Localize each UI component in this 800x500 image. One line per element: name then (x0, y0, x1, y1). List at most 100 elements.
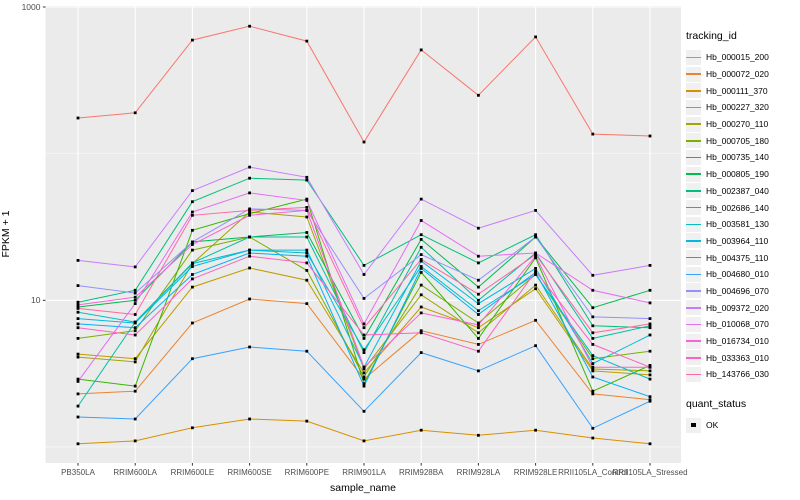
data-point (133, 417, 137, 421)
data-point (591, 354, 595, 357)
data-point (305, 39, 309, 43)
x-tick-label: PB350LA (61, 468, 95, 477)
data-point (648, 264, 652, 267)
data-point (477, 309, 480, 313)
data-point (591, 392, 595, 396)
legend-label: Hb_003964_110 (706, 235, 769, 246)
data-point (534, 256, 537, 260)
data-point (76, 380, 80, 383)
x-tick-label: RRIM600PE (284, 468, 330, 477)
data-point (534, 254, 537, 258)
point-square-icon (691, 422, 696, 428)
data-point (648, 398, 652, 402)
data-point (419, 253, 423, 256)
data-point (133, 313, 137, 316)
data-point (477, 343, 480, 346)
y-tick-label: 10 (31, 295, 41, 305)
data-point (191, 265, 194, 268)
data-point (362, 264, 366, 267)
legend-label: Hb_004680_010 (706, 269, 769, 280)
data-point (362, 382, 366, 386)
data-point (477, 369, 480, 373)
data-point (191, 273, 194, 276)
data-point (362, 140, 366, 144)
data-point (191, 321, 194, 325)
data-point (133, 291, 137, 295)
x-tick-label: RRIM928BA (398, 468, 444, 477)
data-point (191, 277, 194, 281)
legend-key (686, 250, 701, 266)
data-point (362, 348, 366, 352)
data-point (648, 442, 652, 446)
data-point (477, 433, 480, 437)
legend-key (686, 417, 701, 433)
data-point (477, 321, 480, 325)
legend-key (686, 99, 701, 115)
data-point (248, 254, 251, 258)
data-point (419, 265, 423, 268)
data-point (133, 360, 137, 364)
legend-key (686, 200, 701, 216)
data-point (477, 298, 480, 302)
data-point (648, 395, 652, 399)
legend-label: Hb_000705_180 (706, 135, 769, 146)
data-point (534, 273, 537, 276)
legend-item: Hb_004696_070 (686, 283, 798, 300)
legend-key (686, 283, 701, 299)
legend-item: Hb_000735_140 (686, 149, 798, 166)
data-point (248, 417, 251, 421)
line-swatch-icon (686, 240, 701, 242)
legend-label: Hb_002686_140 (706, 202, 769, 213)
legend-label: Hb_033363_010 (706, 352, 769, 363)
line-swatch-icon (686, 256, 701, 259)
legend-label: Hb_004375_110 (706, 252, 769, 263)
line-swatch-icon (686, 306, 701, 309)
x-tick-label: RRIM600LA (113, 468, 157, 477)
data-point (591, 369, 595, 373)
data-point (477, 261, 480, 265)
data-point (305, 235, 309, 239)
data-point (362, 384, 366, 388)
data-point (534, 318, 537, 322)
data-point (191, 262, 194, 265)
data-point (419, 259, 423, 263)
data-point (648, 288, 652, 292)
data-point (534, 235, 537, 239)
data-point (76, 326, 80, 330)
data-point (305, 199, 309, 202)
legend-key (686, 233, 701, 249)
data-point (534, 269, 537, 273)
legend-key (686, 49, 701, 65)
data-point (191, 228, 194, 232)
data-point (305, 254, 309, 258)
data-point (648, 322, 652, 326)
x-tick-label: RRII105LA_Stressed (612, 468, 688, 477)
data-point (133, 295, 137, 299)
data-point (477, 337, 480, 340)
data-point (133, 329, 137, 333)
data-point (133, 298, 137, 302)
x-tick-label: RRIM901LA (342, 468, 386, 477)
line-swatch-icon (686, 273, 701, 276)
data-point (591, 331, 595, 335)
legend-label: Hb_000735_140 (706, 152, 769, 163)
x-tick-label: RRIM928LA (456, 468, 501, 477)
data-point (591, 365, 595, 369)
legend-key (686, 66, 701, 82)
data-point (419, 311, 423, 315)
data-point (534, 209, 537, 212)
data-point (248, 235, 251, 239)
data-point (248, 345, 251, 349)
data-point (248, 191, 251, 195)
data-point (362, 439, 366, 443)
data-point (76, 259, 80, 262)
data-point (191, 426, 194, 430)
legend-key (686, 149, 701, 165)
data-point (362, 367, 366, 371)
data-point (477, 93, 480, 97)
data-point (76, 116, 80, 120)
data-point (248, 165, 251, 169)
data-point (419, 305, 423, 309)
data-point (133, 389, 137, 393)
